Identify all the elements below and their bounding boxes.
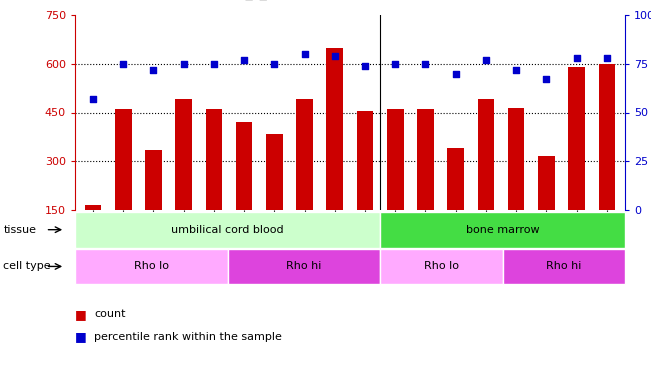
- Text: umbilical cord blood: umbilical cord blood: [171, 225, 284, 235]
- Text: tissue: tissue: [3, 225, 36, 235]
- Point: [511, 67, 521, 73]
- Point: [148, 67, 159, 73]
- Text: ■: ■: [75, 330, 87, 343]
- Text: Rho hi: Rho hi: [286, 261, 322, 272]
- Bar: [266, 134, 283, 210]
- Bar: [508, 108, 525, 210]
- Point: [421, 61, 431, 67]
- Bar: [598, 64, 615, 210]
- Point: [88, 96, 98, 102]
- Point: [239, 57, 249, 63]
- Point: [360, 63, 370, 69]
- Bar: [236, 122, 253, 210]
- Bar: [478, 99, 494, 210]
- Point: [572, 55, 582, 61]
- Bar: [85, 205, 102, 210]
- Text: Rho lo: Rho lo: [424, 261, 459, 272]
- Text: cell type: cell type: [3, 261, 51, 272]
- Bar: [175, 99, 192, 210]
- Bar: [387, 109, 404, 210]
- Text: ■: ■: [75, 308, 87, 321]
- Point: [602, 55, 612, 61]
- Bar: [538, 156, 555, 210]
- Point: [269, 61, 279, 67]
- Point: [178, 61, 189, 67]
- Bar: [327, 48, 343, 210]
- Bar: [296, 99, 313, 210]
- Point: [541, 76, 551, 82]
- Text: percentile rank within the sample: percentile rank within the sample: [94, 332, 283, 342]
- Point: [299, 51, 310, 57]
- Text: Rho hi: Rho hi: [546, 261, 581, 272]
- Bar: [357, 111, 373, 210]
- Point: [450, 70, 461, 76]
- Point: [209, 61, 219, 67]
- Bar: [417, 109, 434, 210]
- Point: [390, 61, 400, 67]
- Bar: [115, 109, 132, 210]
- Bar: [145, 150, 161, 210]
- Bar: [206, 109, 222, 210]
- Bar: [568, 67, 585, 210]
- Point: [118, 61, 128, 67]
- Text: bone marrow: bone marrow: [466, 225, 540, 235]
- Text: count: count: [94, 309, 126, 319]
- Point: [480, 57, 491, 63]
- Point: [329, 53, 340, 59]
- Text: Rho lo: Rho lo: [133, 261, 169, 272]
- Bar: [447, 148, 464, 210]
